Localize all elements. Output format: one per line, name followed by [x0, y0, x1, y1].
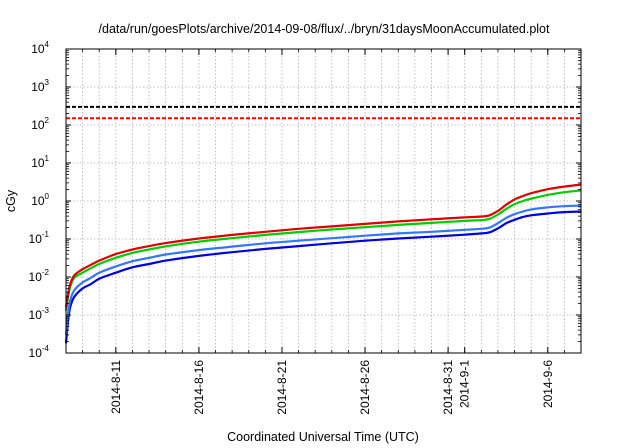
chart-title: /data/run/goesPlots/archive/2014-09-08/f… — [99, 22, 550, 36]
x-axis-ticks: 2014-8-11 2014-8-16 2014-8-21 2014-8-26 2014… — [82, 49, 565, 415]
x-tick-label: 2014-9-1 — [458, 360, 472, 408]
x-axis-label: Coordinated Universal Time (UTC) — [227, 430, 419, 444]
y-tick-exponent: -2 — [42, 268, 50, 277]
y-tick-exponent: -4 — [42, 344, 50, 353]
y-tick-label: 103 — [31, 78, 49, 94]
y-tick-label: 10-3 — [29, 306, 50, 322]
y-tick-exponent: 1 — [45, 154, 50, 163]
x-tick-label: 2014-8-16 — [192, 360, 206, 415]
y-axis-label: cGy — [4, 189, 18, 212]
x-tick-label: 2014-9-6 — [541, 360, 555, 408]
y-tick-label: 10-4 — [29, 344, 50, 360]
y-tick-label: 101 — [31, 154, 49, 170]
y-tick-exponent: -1 — [42, 230, 50, 239]
y-tick-label: 104 — [31, 40, 49, 56]
series-line — [64, 204, 582, 335]
reference-lines — [66, 105, 581, 120]
series-lines — [64, 183, 582, 344]
x-tick-label: 2014-8-31 — [441, 360, 455, 415]
series-line — [64, 183, 582, 308]
y-tick-label: 10-1 — [29, 230, 50, 246]
grid — [66, 49, 581, 353]
y-tick-exponent: 3 — [45, 78, 50, 87]
series-line — [64, 210, 582, 344]
y-tick-exponent: 2 — [45, 116, 50, 125]
y-tick-exponent: 4 — [45, 40, 50, 49]
y-tick-exponent: -3 — [42, 306, 50, 315]
y-tick-label: 100 — [31, 192, 49, 208]
series-line — [64, 189, 582, 311]
y-tick-label: 102 — [31, 116, 49, 132]
x-tick-label: 2014-8-21 — [275, 360, 289, 415]
x-tick-label: 2014-8-11 — [109, 360, 123, 414]
y-tick-label: 10-2 — [29, 268, 50, 284]
y-tick-exponent: 0 — [45, 192, 50, 201]
x-tick-label: 2014-8-26 — [358, 360, 372, 415]
